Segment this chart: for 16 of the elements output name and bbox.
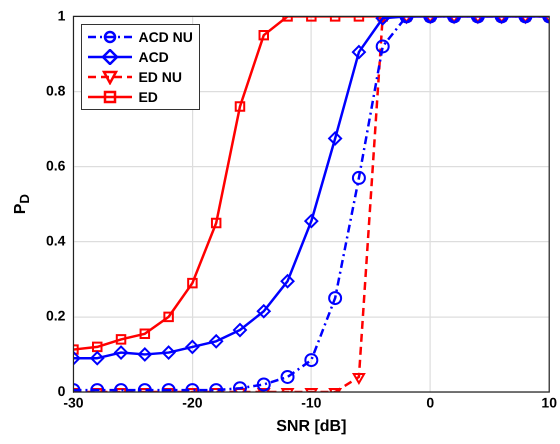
x-axis-title: SNR [dB]: [276, 418, 346, 435]
y-tick-label: 0.6: [46, 158, 66, 174]
x-tick-label: -10: [301, 394, 322, 410]
y-tick-label: 0.4: [46, 232, 66, 249]
y-tick-label: 0: [58, 382, 66, 399]
legend-label: ACD: [138, 49, 169, 66]
x-tick-label: 0: [426, 394, 434, 410]
legend-label: ACD NU: [138, 29, 193, 46]
x-tick-label: -30: [63, 394, 84, 410]
y-tick-label: 0.8: [46, 82, 66, 98]
x-tick-label: -20: [182, 394, 203, 410]
legend-label: ED: [138, 89, 158, 106]
legend-label: ED NU: [138, 69, 182, 86]
y-tick-label: 1: [58, 7, 66, 24]
x-tick-label: 10: [541, 394, 558, 410]
y-tick-label: 0.2: [46, 308, 66, 324]
